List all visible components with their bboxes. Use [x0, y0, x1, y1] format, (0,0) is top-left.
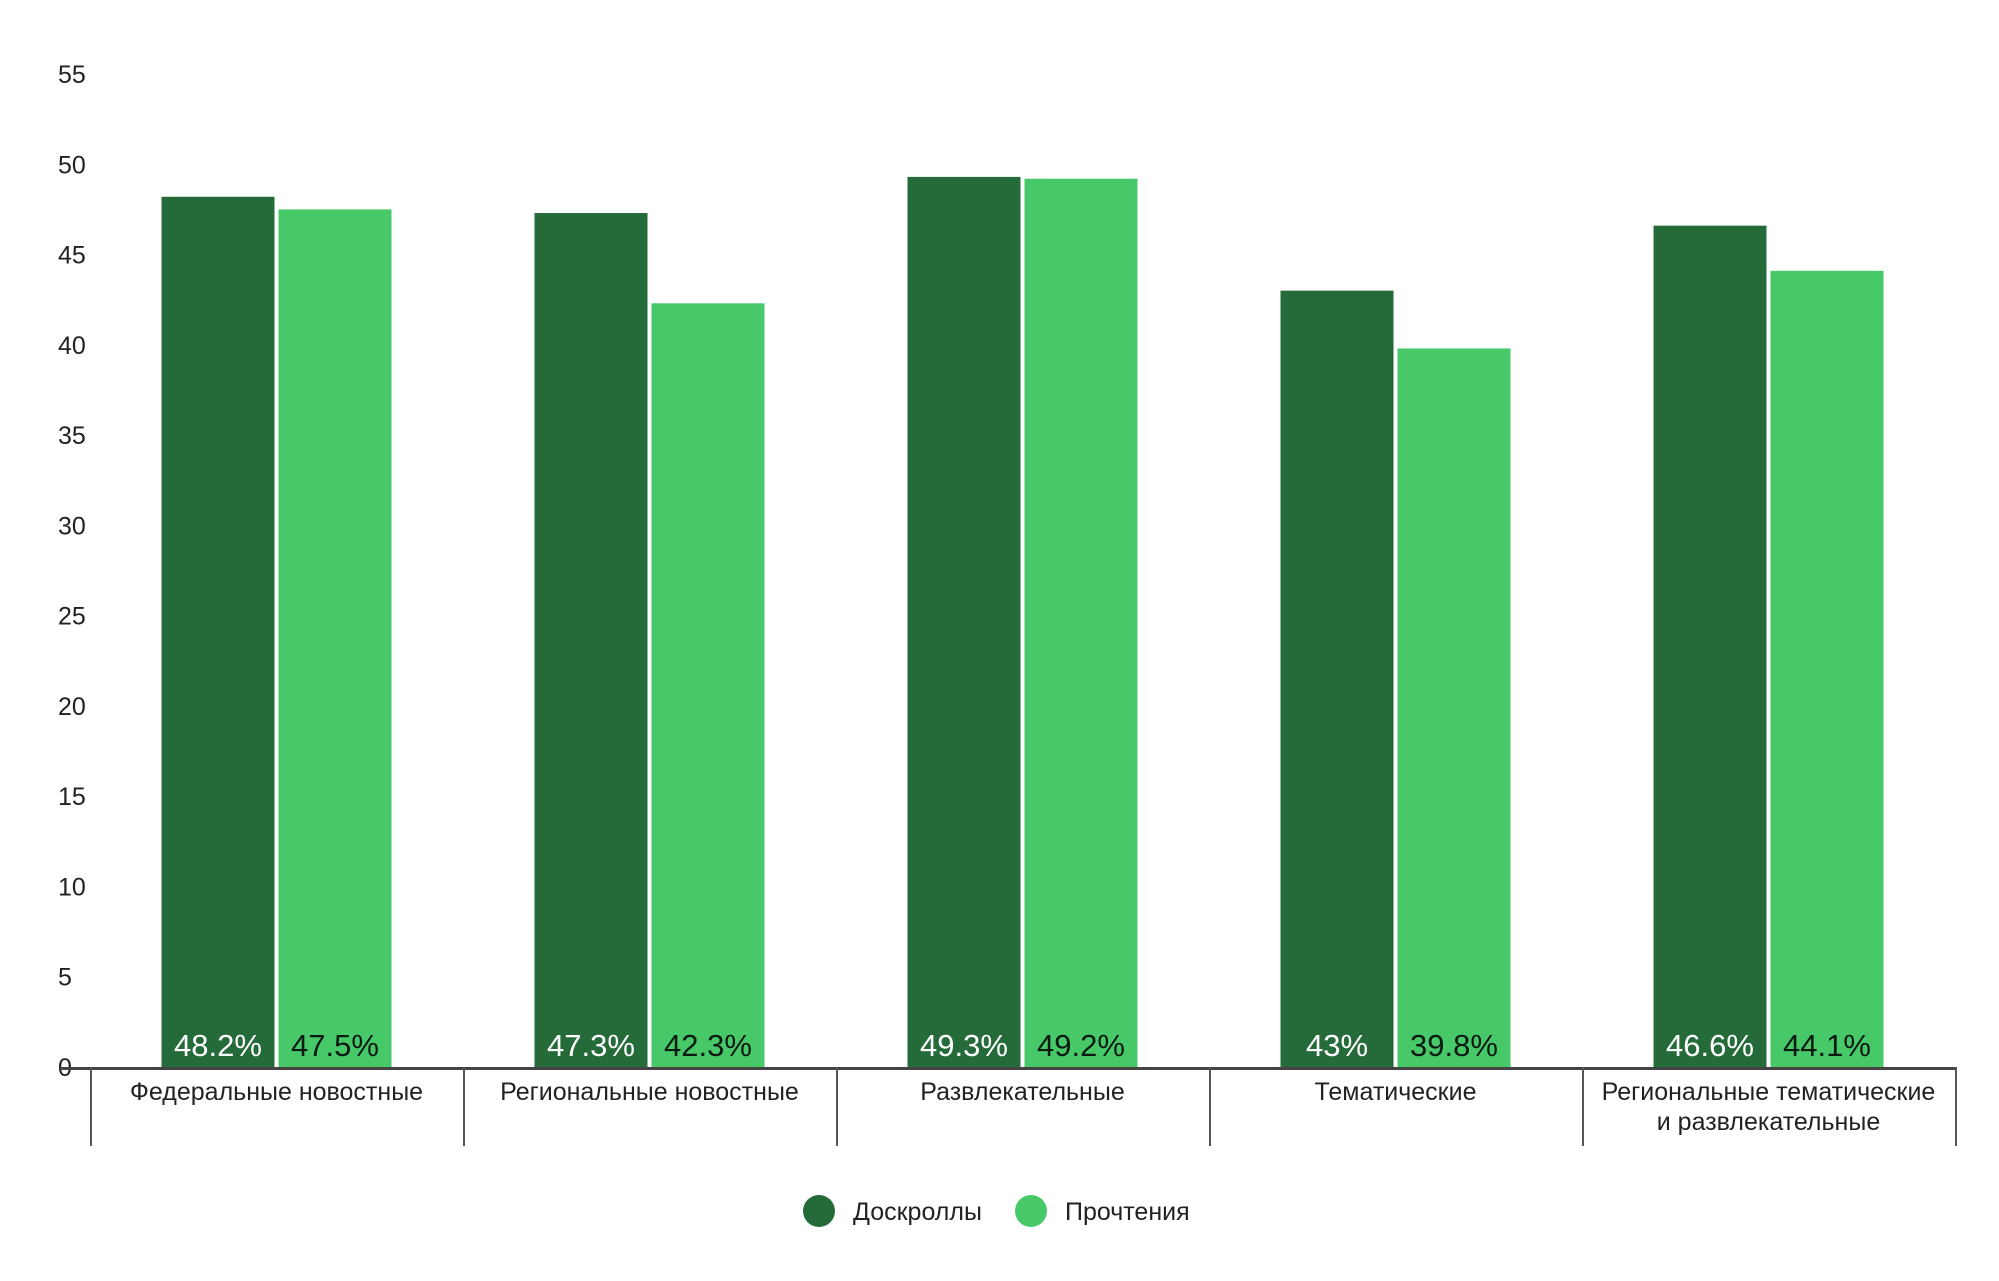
bar-series — [161, 176, 1884, 1068]
bar-prochteniya — [278, 209, 392, 1068]
y-tick-label: 45 — [58, 242, 86, 270]
y-axis-tick-labels: 0510152025303540455055 — [58, 61, 86, 1082]
category-label: Региональные тематические — [1602, 1078, 1936, 1106]
legend: Доскроллы Прочтения — [803, 1195, 1190, 1227]
category-label: Тематические — [1315, 1078, 1477, 1106]
legend-label: Прочтения — [1065, 1198, 1190, 1226]
bar-value-label: 43% — [1306, 1028, 1368, 1063]
bar-value-label: 39.8% — [1410, 1028, 1498, 1063]
legend-label: Доскроллы — [853, 1198, 982, 1226]
bar-doskrolly — [907, 176, 1021, 1068]
bar-doskrolly — [1280, 290, 1394, 1067]
bar-value-label: 48.2% — [174, 1028, 262, 1063]
category-label: и развлекательные — [1657, 1108, 1880, 1136]
bar-doskrolly — [161, 196, 275, 1068]
bar-prochteniya — [1397, 348, 1511, 1067]
legend-swatch — [1015, 1195, 1047, 1227]
category-label: Федеральные новостные — [130, 1078, 423, 1106]
bar-doskrolly — [534, 213, 648, 1067]
bar-value-label: 49.2% — [1037, 1028, 1125, 1063]
bar-value-labels: 48.2% 47.5% 47.3% 42.3% 49.3% 49.2% 43% 39.8% 46… — [174, 1028, 1871, 1063]
y-tick-label: 10 — [58, 873, 86, 901]
legend-swatch — [803, 1195, 835, 1227]
bar-prochteniya — [651, 303, 765, 1067]
y-tick-label: 40 — [58, 332, 86, 360]
category-label: Развлекательные — [920, 1078, 1125, 1106]
bar-doskrolly — [1653, 225, 1767, 1067]
y-tick-label: 5 — [58, 964, 72, 992]
y-tick-label: 25 — [58, 603, 86, 631]
y-tick-label: 35 — [58, 422, 86, 450]
bar-value-label: 42.3% — [664, 1028, 752, 1063]
y-tick-label: 30 — [58, 512, 86, 540]
bar-value-label: 47.5% — [291, 1028, 379, 1063]
y-tick-label: 15 — [58, 783, 86, 811]
category-labels: Федеральные новостные Региональные новост… — [130, 1078, 1935, 1136]
bar-value-label: 47.3% — [547, 1028, 635, 1063]
y-tick-label: 20 — [58, 693, 86, 721]
y-tick-label: 50 — [58, 151, 86, 179]
bar-value-label: 46.6% — [1666, 1028, 1754, 1063]
bar-value-label: 44.1% — [1783, 1028, 1871, 1063]
category-label: Региональные новостные — [500, 1078, 799, 1106]
y-tick-label: 55 — [58, 61, 86, 89]
bar-prochteniya — [1024, 178, 1138, 1067]
bar-prochteniya — [1770, 270, 1884, 1067]
bar-value-label: 49.3% — [920, 1028, 1008, 1063]
x-axis — [60, 1067, 1957, 1146]
